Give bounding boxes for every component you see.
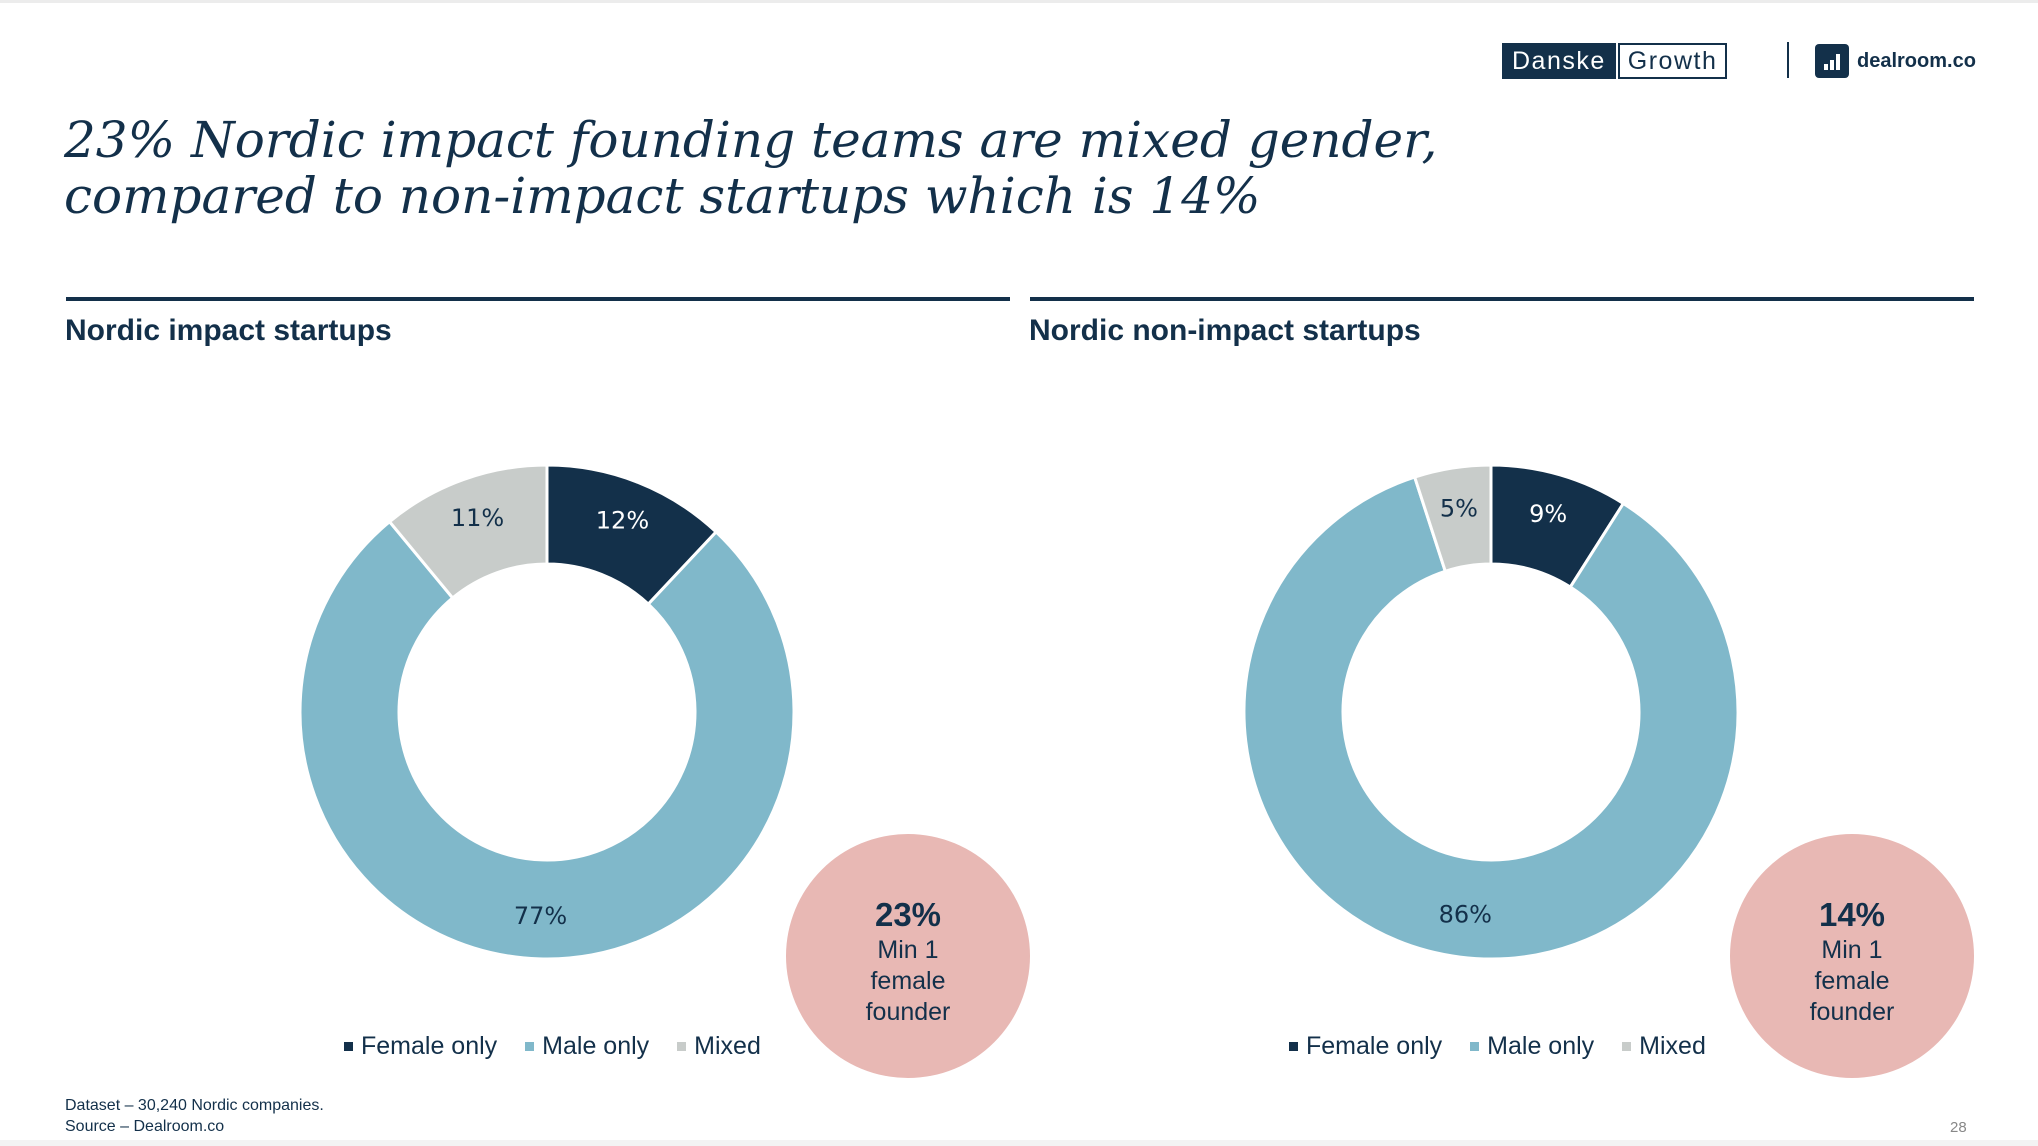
legend-label-mixed: Mixed	[1639, 1032, 1706, 1060]
legend-item-mixed: Mixed	[677, 1032, 761, 1061]
top-border	[0, 0, 2038, 3]
callout-impact: 23% Min 1 female founder	[786, 834, 1030, 1078]
legend-label-female-only: Female only	[361, 1032, 498, 1060]
legend-impact: Female only Male only Mixed	[344, 1032, 789, 1061]
legend-non-impact: Female only Male only Mixed	[1289, 1032, 1734, 1061]
section-title-non-impact: Nordic non-impact startups	[1029, 314, 1421, 347]
section-rule-impact	[66, 297, 1010, 301]
dealroom-logo-text: dealroom.co	[1857, 49, 1976, 72]
page-title: 23% Nordic impact founding teams are mix…	[64, 111, 1438, 225]
title-line-1: 23% Nordic impact founding teams are mix…	[64, 111, 1438, 169]
legend-item-female-only: Female only	[1289, 1032, 1442, 1061]
legend-swatch-mixed	[677, 1042, 687, 1051]
data-label-mixed: 11%	[451, 504, 504, 532]
callout-label-impact: Min 1 female founder	[865, 936, 951, 1026]
donut-slice-male-only	[298, 519, 796, 961]
dealroom-logo: dealroom.co	[1815, 43, 1976, 79]
legend-label-mixed: Mixed	[694, 1032, 761, 1060]
data-label-mixed: 5%	[1440, 495, 1478, 523]
data-label-female-only: 9%	[1529, 500, 1567, 528]
legend-label-male-only: Male only	[1487, 1032, 1595, 1060]
legend-swatch-male-only	[1470, 1042, 1480, 1051]
legend-item-male-only: Male only	[525, 1032, 649, 1061]
bottom-border	[0, 1140, 2038, 1146]
dealroom-icon	[1815, 44, 1849, 78]
page-number: 28	[1950, 1119, 1967, 1136]
callout-value-impact: 23%	[874, 896, 942, 933]
title-line-2: compared to non-impact startups which is…	[64, 167, 1261, 225]
callout-value-non-impact: 14%	[1818, 896, 1886, 933]
donut-chart-non-impact: 9% 86% 5%	[1242, 463, 1740, 961]
donut-slice-mixed	[387, 463, 549, 601]
legend-swatch-female-only	[1289, 1042, 1298, 1051]
callout-non-impact: 14% Min 1 female founder	[1730, 834, 1974, 1078]
data-label-male-only: 86%	[1439, 900, 1492, 928]
logo-divider	[1787, 42, 1789, 78]
legend-swatch-mixed	[1622, 1042, 1632, 1051]
legend-item-mixed: Mixed	[1622, 1032, 1706, 1061]
data-label-female-only: 12%	[596, 506, 649, 534]
legend-swatch-male-only	[525, 1042, 535, 1051]
growth-logo-text: Growth	[1617, 43, 1728, 79]
donut-slice-male-only	[1242, 475, 1740, 961]
section-title-impact: Nordic impact startups	[65, 314, 392, 347]
donut-chart-impact: 12% 77% 11%	[298, 463, 796, 961]
legend-item-female-only: Female only	[344, 1032, 497, 1061]
data-label-male-only: 77%	[514, 902, 567, 930]
footnote-source: Source – Dealroom.co	[65, 1118, 225, 1135]
legend-label-male-only: Male only	[542, 1032, 650, 1060]
footnote-dataset: Dataset – 30,240 Nordic companies.	[65, 1097, 324, 1114]
danske-growth-logo: Danske Growth	[1502, 43, 1728, 79]
legend-item-male-only: Male only	[1470, 1032, 1594, 1061]
donut-slice-mixed	[1412, 463, 1493, 574]
callout-label-non-impact: Min 1 female founder	[1809, 936, 1895, 1026]
legend-swatch-female-only	[344, 1042, 353, 1051]
danske-logo-text: Danske	[1502, 43, 1616, 79]
section-rule-non-impact	[1030, 297, 1974, 301]
legend-label-female-only: Female only	[1306, 1032, 1443, 1060]
